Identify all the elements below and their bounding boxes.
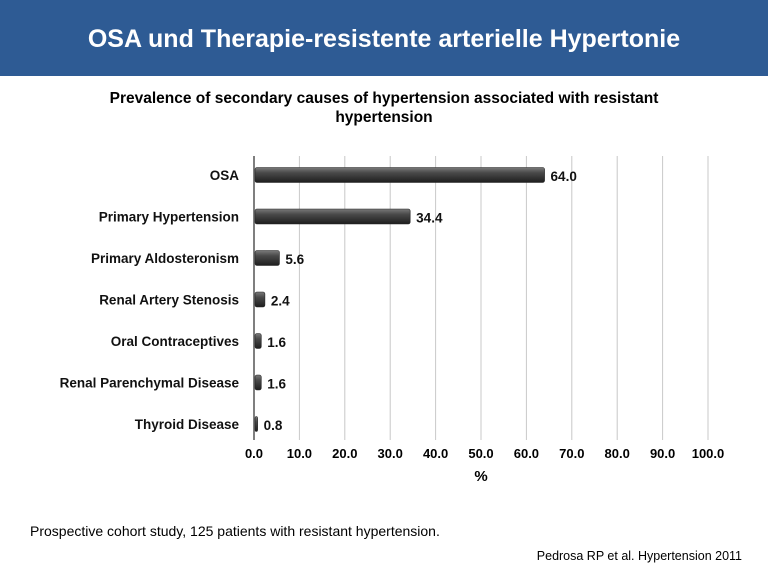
category-label: Primary Aldosteronism [91,251,239,266]
bar [254,416,258,432]
x-axis-title: % [474,468,487,485]
value-label: 34.4 [416,211,443,226]
x-tick-label: 0.0 [245,446,263,461]
x-tick-label: 100.0 [692,446,725,461]
x-tick-label: 80.0 [605,446,630,461]
chart-title: Prevalence of secondary causes of hypert… [109,90,659,126]
value-label: 5.6 [285,252,304,267]
study-footnote: Prospective cohort study, 125 patients w… [30,523,440,539]
bar [254,374,262,391]
x-tick-label: 70.0 [559,446,584,461]
bar [254,333,262,349]
value-label: 1.6 [267,377,286,392]
x-tick-label: 60.0 [514,446,539,461]
value-label: 1.6 [267,335,286,350]
category-label: Primary Hypertension [99,210,239,225]
title-bar [0,0,768,76]
value-label: 0.8 [264,418,283,433]
category-label: Oral Contraceptives [111,334,239,349]
x-tick-label: 10.0 [287,446,312,461]
bar [254,250,280,266]
bar-chart: 0.0 10.0 20.0 30.0 40.0 50.0 60.0 70.0 80.0 90.0 1… [60,156,725,485]
bar [254,291,266,308]
category-label: Renal Artery Stenosis [99,293,239,308]
x-tick-label: 50.0 [468,446,493,461]
citation: Pedrosa RP et al. Hypertension 2011 [536,549,742,563]
category-label: Renal Parenchymal Disease [60,376,240,391]
value-label: 64.0 [551,169,577,184]
slide-title: OSA und Therapie-resistente arterielle H… [87,25,681,53]
category-label: OSA [210,168,240,183]
category-label: Thyroid Disease [135,417,240,432]
x-tick-label: 40.0 [423,446,448,461]
value-label: 2.4 [271,294,290,309]
bar [254,208,411,225]
x-tick-label: 90.0 [650,446,675,461]
x-tick-label: 20.0 [332,446,357,461]
bar [254,167,545,183]
x-tick-label: 30.0 [378,446,403,461]
